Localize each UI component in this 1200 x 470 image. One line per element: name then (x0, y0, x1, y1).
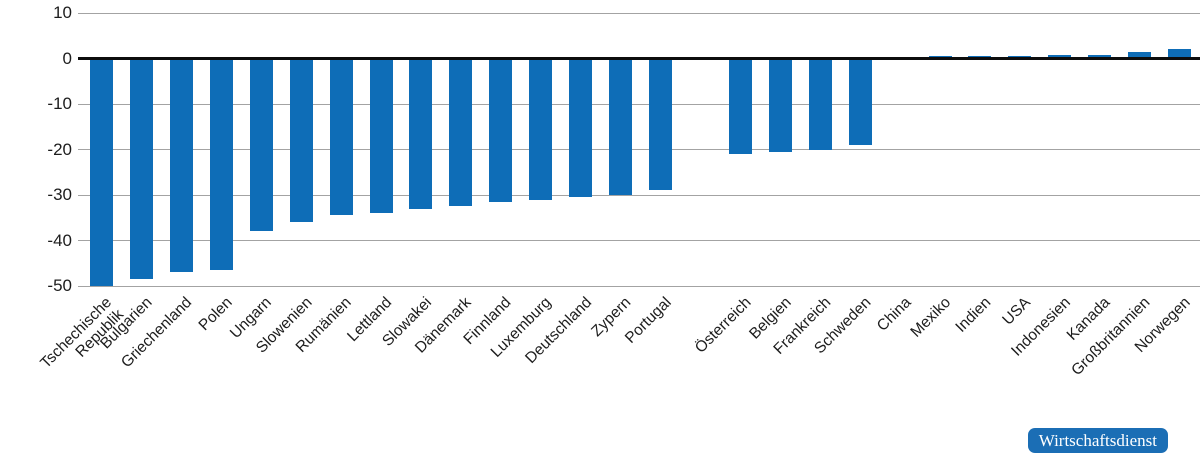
bar (848, 58, 872, 145)
bar (409, 58, 433, 209)
gridline (78, 285, 1200, 287)
bar (129, 58, 153, 280)
bar (1128, 52, 1152, 59)
bar (249, 58, 273, 232)
bar (169, 58, 193, 273)
gridline (78, 103, 1200, 105)
y-axis-tick-label: -50 (47, 276, 72, 295)
y-axis-tick-label: -40 (47, 230, 72, 250)
bar (289, 58, 313, 223)
x-axis-label: Griechenland (118, 294, 196, 372)
bar (728, 58, 752, 155)
bar (768, 58, 792, 152)
x-axis-label: Indien (952, 294, 994, 336)
y-axis-tick-label: 0 (62, 48, 72, 68)
y-axis-tick-label: -20 (47, 139, 72, 159)
bar (369, 58, 393, 214)
bar (609, 58, 633, 195)
bar (1048, 54, 1072, 59)
y-axis-tick-label: 10 (53, 3, 72, 22)
bar (90, 58, 113, 286)
zero-line (78, 57, 1200, 60)
y-axis-tick-label: -30 (47, 185, 72, 204)
x-axis-label: Mexiko (907, 294, 955, 341)
y-axis-tick-label: -10 (47, 94, 72, 113)
bar (808, 58, 832, 150)
gridline (78, 240, 1200, 241)
gridline (78, 149, 1200, 150)
gridline (78, 194, 1200, 196)
wirtschaftsdienst-badge: Wirtschaftsdienst (1027, 428, 1168, 453)
bar (529, 58, 553, 200)
bar (649, 58, 673, 191)
bar (489, 58, 513, 202)
bar (209, 58, 233, 271)
bar (569, 58, 593, 198)
gridline (78, 12, 1200, 14)
bar (449, 58, 473, 207)
bar (329, 58, 353, 216)
x-axis-label: Österreich (691, 294, 755, 357)
bar (1088, 54, 1112, 59)
bar (1168, 49, 1192, 59)
x-axis-label: USA (999, 294, 1034, 329)
